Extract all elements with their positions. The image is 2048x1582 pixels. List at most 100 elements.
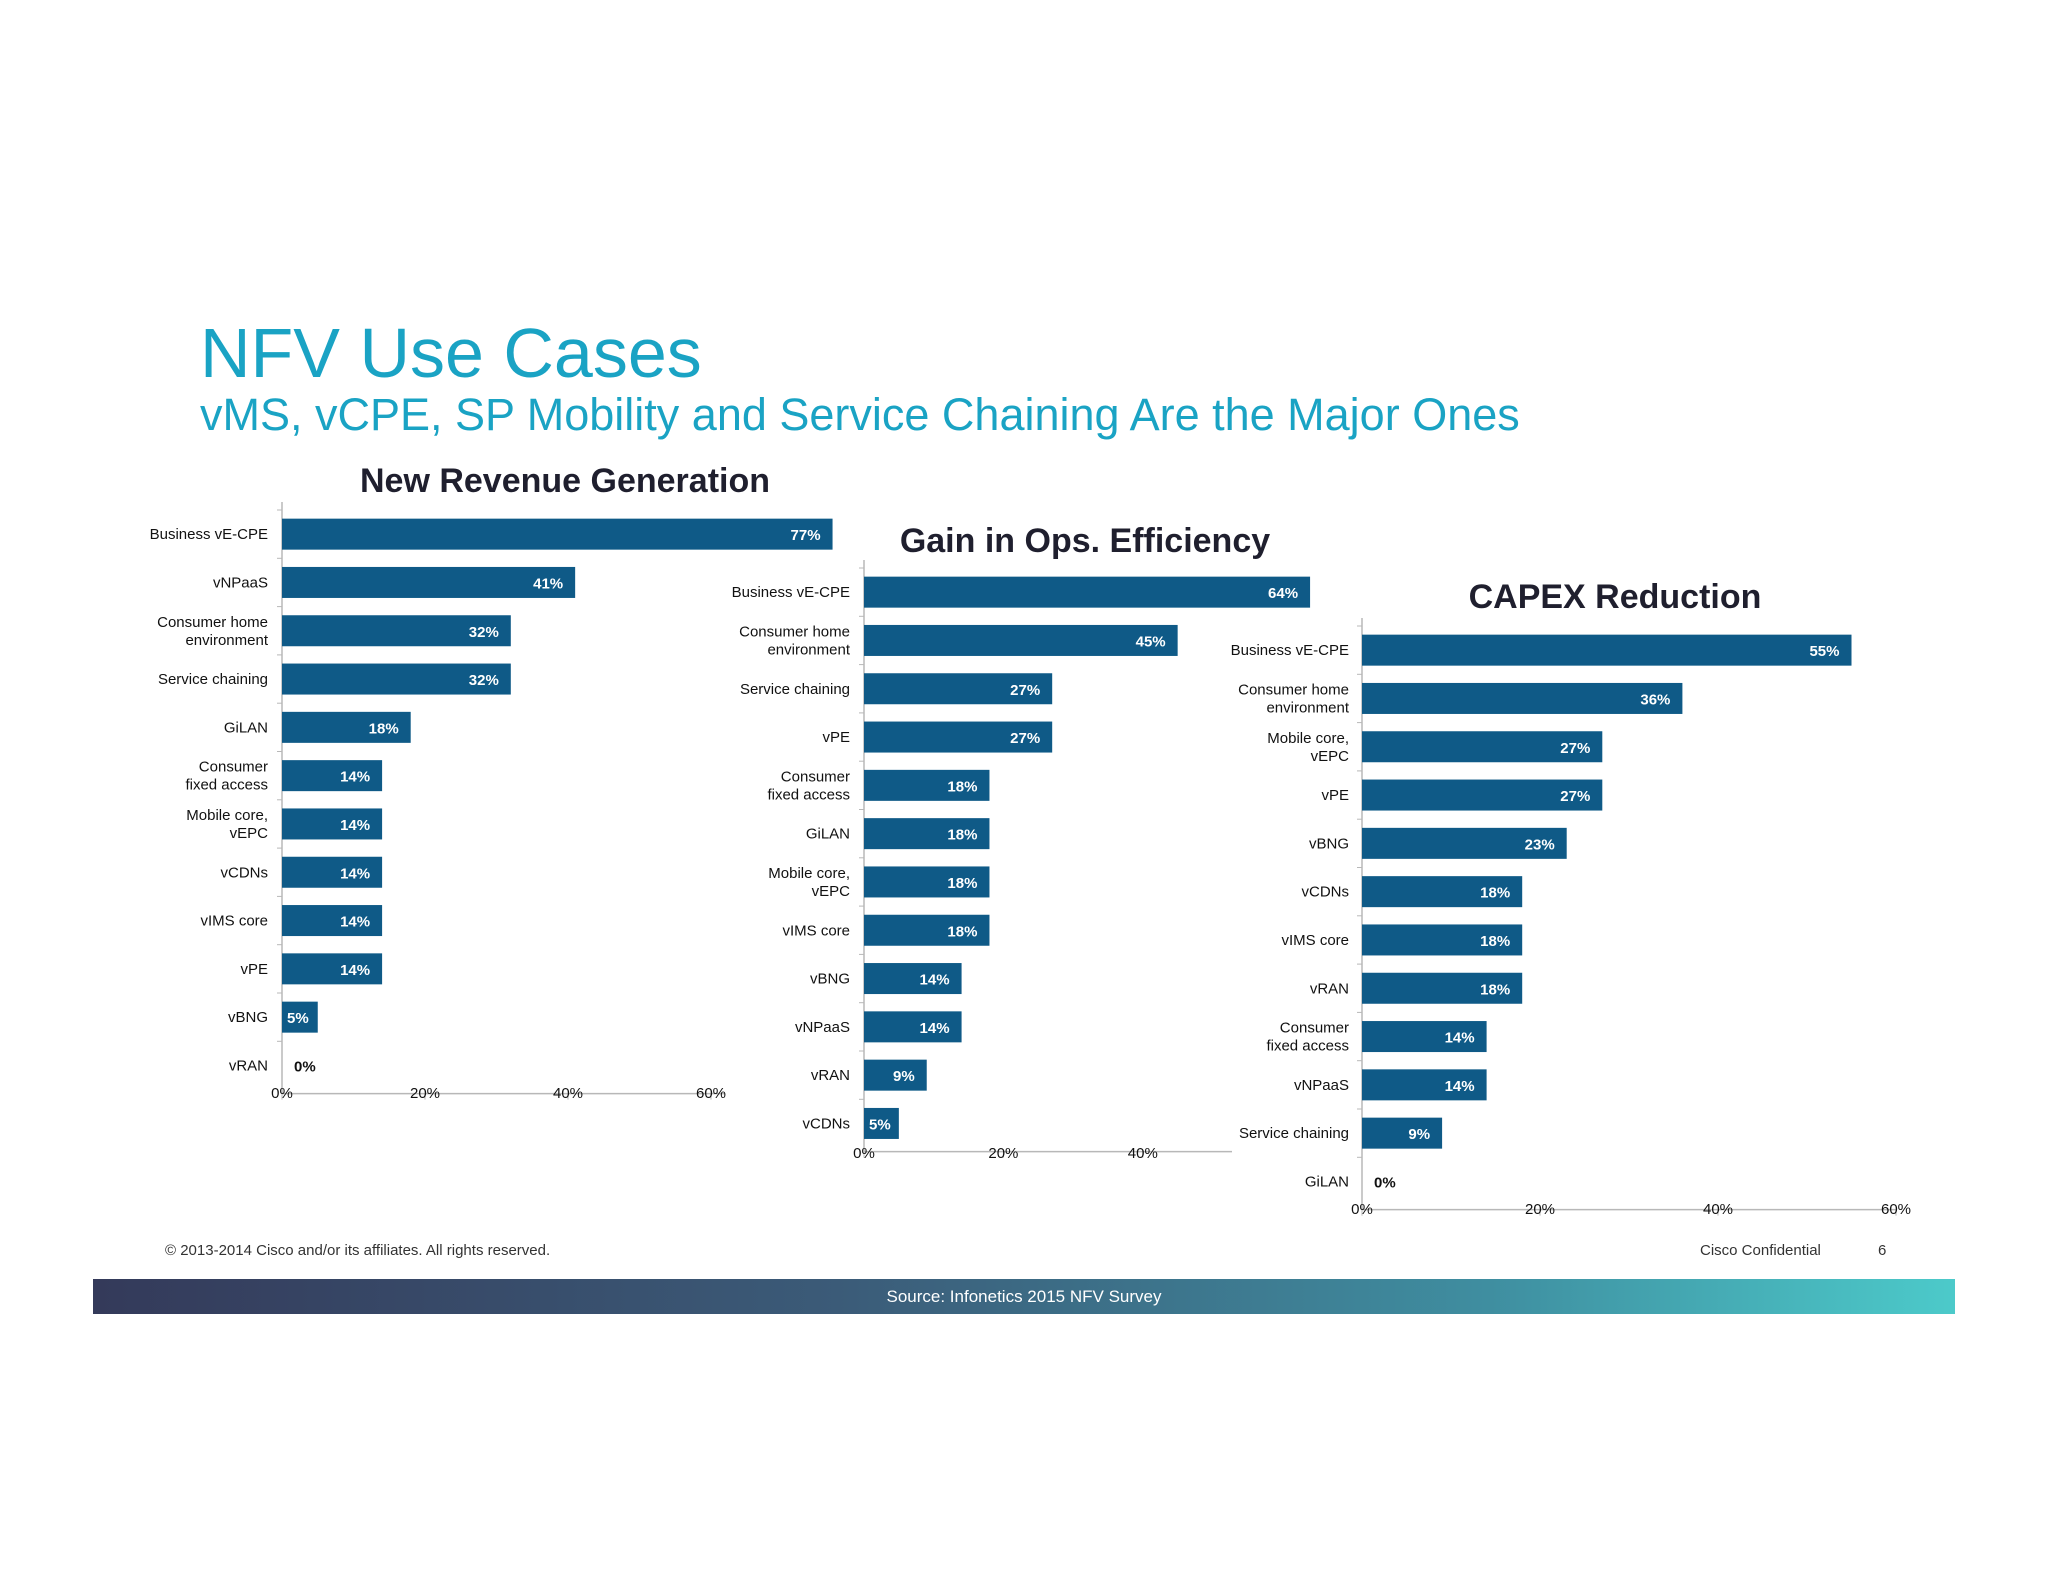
bar	[282, 566, 576, 598]
data-label: 0%	[1374, 1174, 1396, 1191]
data-label: 27%	[1010, 730, 1040, 747]
bar	[864, 914, 990, 946]
category-label: vPE	[822, 729, 850, 746]
category-label: vCDNs	[221, 864, 269, 881]
category-label: vBNG	[228, 1009, 268, 1026]
data-label: 18%	[1480, 933, 1510, 950]
bar	[864, 1107, 899, 1139]
data-label: 14%	[340, 865, 370, 882]
bar	[1362, 731, 1603, 763]
bar	[282, 518, 833, 550]
category-label: Consumer fixed access	[767, 768, 850, 803]
bar	[1362, 1021, 1487, 1053]
data-label: 55%	[1809, 643, 1839, 660]
x-tick-label: 20%	[988, 1145, 1018, 1162]
bar	[1362, 634, 1852, 666]
bar	[864, 624, 1178, 656]
x-tick-label: 40%	[1703, 1201, 1733, 1218]
data-label: 9%	[1408, 1126, 1430, 1143]
data-label: 18%	[1480, 885, 1510, 902]
category-label: vIMS core	[782, 922, 850, 939]
bar	[282, 711, 411, 743]
bar	[864, 866, 990, 898]
data-label: 41%	[533, 575, 563, 592]
category-label: Consumer home environment	[157, 614, 269, 649]
bar	[1362, 827, 1567, 859]
category-label: vNPaaS	[213, 574, 268, 591]
x-tick-label: 60%	[1881, 1201, 1911, 1218]
bar	[282, 1001, 318, 1033]
data-label: 77%	[791, 527, 821, 544]
category-label: vPE	[240, 961, 268, 978]
category-label: Consumer home environment	[739, 623, 851, 658]
data-label: 14%	[920, 1020, 950, 1037]
bar	[282, 663, 511, 695]
bar	[864, 1011, 962, 1043]
x-tick-label: 40%	[1128, 1145, 1158, 1162]
bar	[864, 963, 962, 995]
data-label: 32%	[469, 672, 499, 689]
confidential-label: Cisco Confidential	[1700, 1242, 1821, 1259]
bar	[864, 769, 990, 801]
category-label: Business vE-CPE	[150, 526, 268, 543]
category-label: vRAN	[1310, 980, 1349, 997]
category-label: Consumer home environment	[1238, 681, 1350, 716]
bar	[1362, 972, 1523, 1004]
category-label: Consumer fixed access	[185, 759, 268, 794]
data-label: 32%	[469, 624, 499, 641]
category-label: vBNG	[810, 971, 850, 988]
x-tick-label: 40%	[553, 1085, 583, 1102]
x-tick-label: 0%	[853, 1145, 875, 1162]
data-label: 18%	[947, 778, 977, 795]
page-number: 6	[1878, 1242, 1887, 1259]
category-label: Business vE-CPE	[732, 584, 850, 601]
data-label: 27%	[1010, 682, 1040, 699]
data-label: 18%	[947, 923, 977, 940]
bar	[282, 953, 383, 985]
category-label: vNPaaS	[1294, 1077, 1349, 1094]
data-label: 14%	[340, 914, 370, 931]
bar	[1362, 924, 1523, 956]
bar	[864, 1059, 927, 1091]
data-label: 14%	[340, 769, 370, 786]
bar-chart-3: CAPEX Reduction 55% Business vE-CPE 36% Cons…	[1231, 578, 1911, 1218]
category-label: GiLAN	[806, 826, 850, 843]
bar	[282, 615, 511, 647]
bar	[864, 576, 1311, 608]
bar	[1362, 1069, 1487, 1101]
bar	[864, 673, 1053, 705]
data-label: 18%	[1480, 981, 1510, 998]
x-tick-label: 20%	[1525, 1201, 1555, 1218]
bar	[1362, 876, 1523, 908]
category-label: Service chaining	[1239, 1125, 1349, 1142]
data-label: 9%	[893, 1068, 915, 1085]
chart-title: CAPEX Reduction	[1469, 578, 1762, 616]
data-label: 45%	[1136, 633, 1166, 650]
x-tick-label: 60%	[696, 1085, 726, 1102]
data-label: 0%	[294, 1058, 316, 1075]
bar	[1362, 682, 1683, 714]
data-label: 27%	[1560, 788, 1590, 805]
category-label: vIMS core	[1281, 932, 1349, 949]
category-label: Mobile core, vEPC	[1267, 730, 1349, 765]
category-label: vRAN	[811, 1067, 850, 1084]
data-label: 23%	[1525, 836, 1555, 853]
data-label: 14%	[1445, 1030, 1475, 1047]
category-label: vRAN	[229, 1057, 268, 1074]
bar	[282, 856, 383, 888]
source-text: Source: Infonetics 2015 NFV Survey	[886, 1287, 1162, 1306]
category-label: vCDNs	[803, 1115, 851, 1132]
data-label: 18%	[947, 875, 977, 892]
bar	[864, 721, 1053, 753]
data-label: 14%	[1445, 1078, 1475, 1095]
category-label: Mobile core, vEPC	[768, 865, 850, 900]
category-label: Service chaining	[740, 681, 850, 698]
bar-chart-2: Gain in Ops. Efficiency 64% Business vE-CP…	[732, 522, 1311, 1162]
bar	[282, 905, 383, 937]
chart-title: New Revenue Generation	[360, 462, 770, 500]
data-label: 5%	[287, 1010, 309, 1027]
bar	[1362, 779, 1603, 811]
data-label: 27%	[1560, 740, 1590, 757]
data-label: 18%	[947, 827, 977, 844]
